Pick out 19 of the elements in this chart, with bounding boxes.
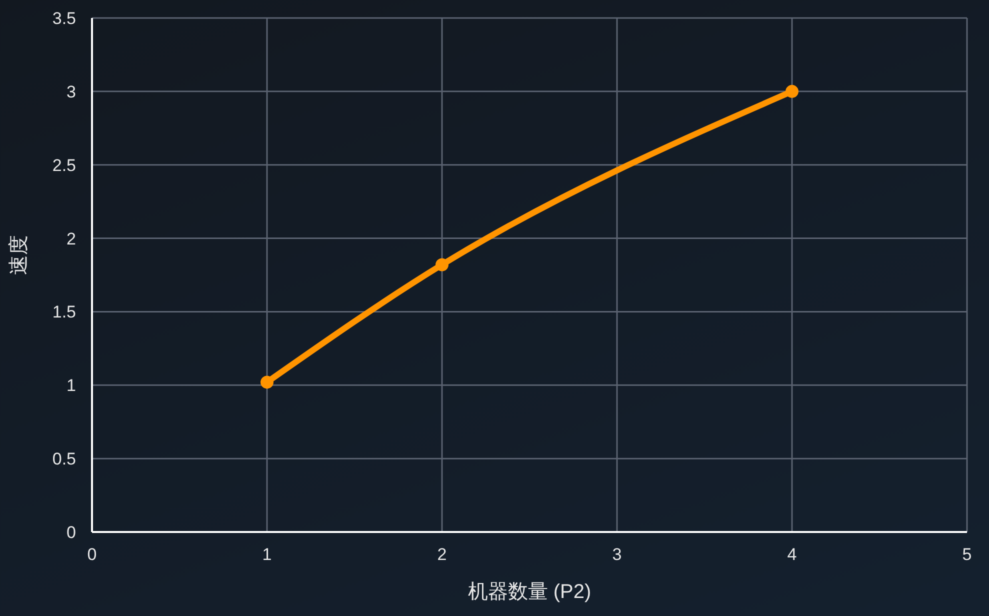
- y-axis-title: 速度: [8, 235, 30, 275]
- y-tick-label: 1.5: [52, 302, 76, 322]
- x-axis-title: 机器数量 (P2): [468, 581, 592, 603]
- point: [786, 84, 798, 98]
- y-tick-label: 0.5: [52, 450, 76, 469]
- x-tick-label: 3: [612, 545, 622, 564]
- x-tick-label: 2: [437, 545, 447, 564]
- x-tick-label: 1: [262, 545, 272, 564]
- x-tick-label: 4: [787, 545, 797, 564]
- y-tick-label: 0: [66, 523, 76, 542]
- y-tick-label: 3: [66, 82, 76, 102]
- point: [260, 376, 274, 389]
- y-tick-label: 2: [66, 229, 76, 248]
- y-tick-label: 3.5: [52, 9, 76, 28]
- point: [436, 258, 448, 272]
- y-tick-label: 2.5: [52, 156, 76, 175]
- x-tick-label: 0: [87, 545, 97, 564]
- y-tick-label: 1: [66, 376, 76, 396]
- x-tick-label: 5: [962, 545, 972, 564]
